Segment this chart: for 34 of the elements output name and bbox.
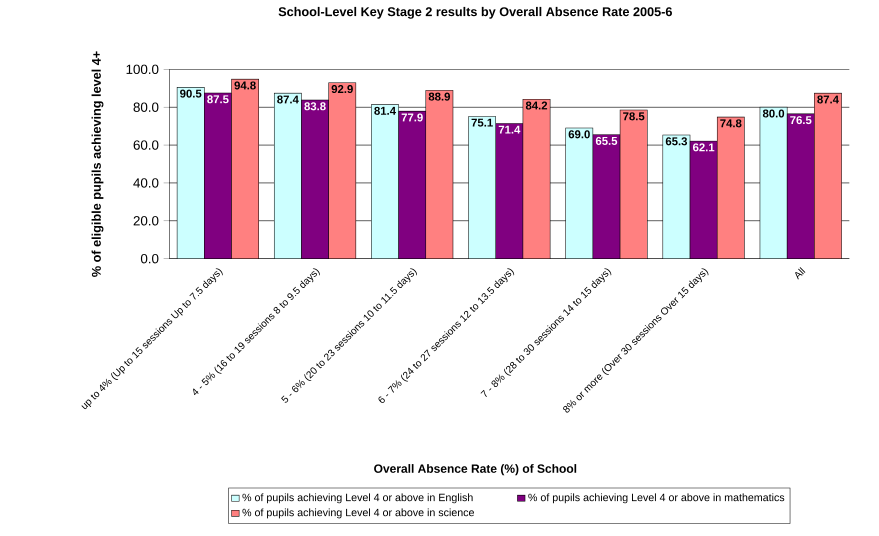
data-label: 69.0 [568,130,590,138]
legend-label: % of pupils achieving Level 4 or above in English [242,493,473,504]
data-label: 71.4 [498,126,520,134]
data-label: 87.4 [817,95,839,104]
data-label: 65.3 [666,137,688,146]
data-label: 92.9 [332,85,353,94]
data-label: 80.0 [762,109,784,118]
y-tick-label: 60.0 [134,140,158,150]
y-tick-label: 0.0 [140,254,158,264]
legend-label: % of pupils achieving Level 4 or above in science [242,508,474,518]
y-tick-label: 20.0 [134,216,158,226]
x-axis-title: Overall Absence Rate (%) of School [374,464,576,476]
data-label: 87.4 [277,95,299,104]
data-label: 78.5 [623,112,644,120]
data-label: 62.1 [693,143,714,152]
data-label: 88.9 [428,92,450,101]
data-label: 74.8 [720,119,742,128]
data-label: 77.9 [402,113,423,122]
data-label: 87.5 [207,95,229,104]
data-label: 65.5 [596,136,618,145]
legend-label: % of pupils achieving Level 4 or above in mathematics [528,493,784,504]
data-label: 81.4 [374,106,396,115]
y-axis-title: % of eligible pupils achieving level 4+ [92,51,104,277]
data-label: 94.8 [234,81,256,90]
data-label: 84.2 [526,102,548,110]
y-tick-label: 80.0 [134,102,158,112]
data-label: 76.5 [790,116,812,124]
x-tick-label: All [795,267,806,280]
y-tick-label: 40.0 [133,178,158,188]
data-label: 83.8 [304,102,326,110]
y-tick-label: 100.0 [126,64,158,74]
chart-title: School-Level Key Stage 2 results by Overall Absence Rate 2005-6 [278,6,672,19]
data-label: 75.1 [472,118,493,127]
data-label: 90.5 [180,90,202,98]
